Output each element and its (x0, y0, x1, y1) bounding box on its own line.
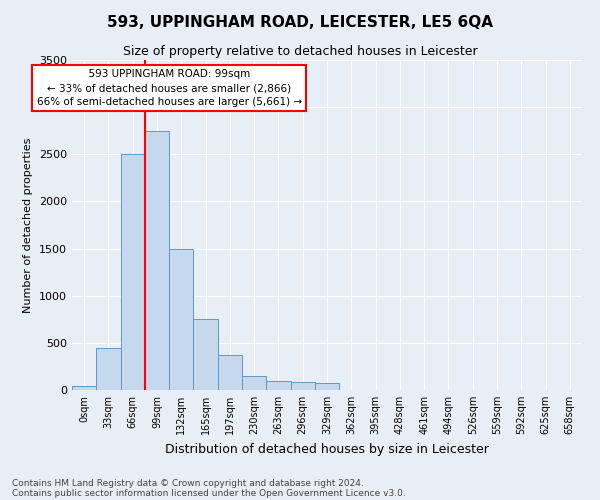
Text: Size of property relative to detached houses in Leicester: Size of property relative to detached ho… (122, 45, 478, 58)
Y-axis label: Number of detached properties: Number of detached properties (23, 138, 34, 312)
Bar (169, 248, 193, 390)
Bar (315, 384, 339, 390)
Text: Contains public sector information licensed under the Open Government Licence v3: Contains public sector information licen… (12, 488, 406, 498)
Bar (242, 376, 266, 390)
Bar (121, 154, 145, 390)
Text: 593, UPPINGHAM ROAD, LEICESTER, LE5 6QA: 593, UPPINGHAM ROAD, LEICESTER, LE5 6QA (107, 15, 493, 30)
Bar (96, 348, 121, 390)
Text: 593 UPPINGHAM ROAD: 99sqm  
← 33% of detached houses are smaller (2,866)
66% of : 593 UPPINGHAM ROAD: 99sqm ← 33% of detac… (37, 70, 302, 108)
Bar (145, 130, 169, 390)
Bar (193, 320, 218, 390)
Bar (266, 380, 290, 390)
X-axis label: Distribution of detached houses by size in Leicester: Distribution of detached houses by size … (165, 442, 489, 456)
Bar (72, 386, 96, 390)
Bar (218, 354, 242, 390)
Text: Contains HM Land Registry data © Crown copyright and database right 2024.: Contains HM Land Registry data © Crown c… (12, 478, 364, 488)
Bar (290, 382, 315, 390)
